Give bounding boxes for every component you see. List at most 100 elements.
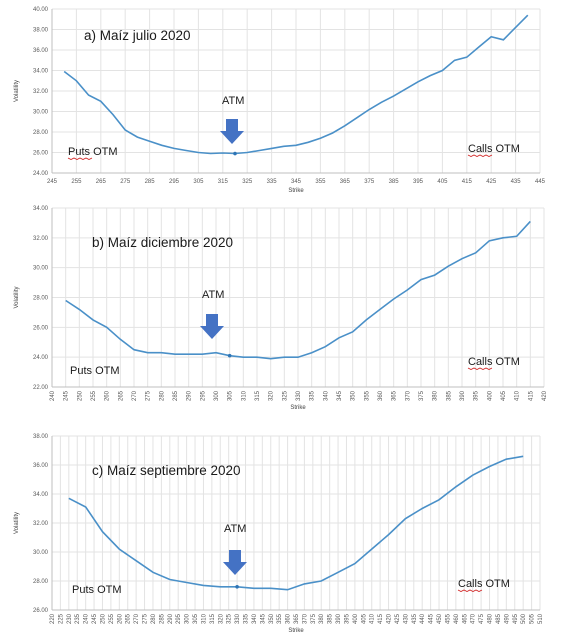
x-tick-label: 405 [501,390,507,401]
y-tick-label: 36.00 [33,463,49,469]
x-tick-label: 235 [75,613,81,624]
x-tick-label: 465 [462,613,468,624]
x-tick-label: 265 [126,613,132,624]
y-tick-label: 32.00 [33,236,49,242]
x-tick-label: 315 [210,613,216,624]
x-tick-label: 510 [538,613,544,624]
y-tick-label: 32.00 [33,521,49,527]
x-tick-label: 265 [118,390,124,401]
x-tick-label: 400 [487,390,493,401]
x-tick-label: 415 [528,390,534,401]
x-tick-label: 390 [336,613,342,624]
x-tick-label: 250 [77,390,83,401]
x-tick-label: 280 [159,390,165,401]
spellcheck-underline [457,589,483,592]
x-tick-label: 440 [420,613,426,624]
x-tick-label: 370 [302,613,308,624]
x-tick-label: 460 [454,613,460,624]
x-tick-label: 310 [241,390,247,401]
panel-title: a) Maíz julio 2020 [84,28,191,43]
puts-otm-label: Puts OTM [68,146,118,158]
x-tick-label: 315 [218,179,229,185]
x-tick-label: 260 [117,613,123,624]
x-tick-label: 355 [364,390,370,401]
x-tick-label: 220 [50,613,56,624]
y-tick-label: 34.00 [33,69,49,75]
y-tick-label: 28.00 [33,579,49,585]
x-tick-label: 335 [310,390,316,401]
atm-label: ATM [222,95,244,107]
x-tick-label: 495 [513,613,519,624]
x-tick-label: 285 [145,179,156,185]
x-tick-label: 400 [353,613,359,624]
volatility-series-line [65,220,531,360]
x-tick-label: 320 [218,613,224,624]
x-tick-label: 300 [214,390,220,401]
puts-otm-label: Puts OTM [72,584,122,596]
y-tick-label: 36.00 [33,48,49,54]
y-tick-label: 34.00 [33,492,49,498]
x-tick-label: 260 [105,390,111,401]
x-tick-label: 285 [173,390,179,401]
x-tick-label: 375 [419,390,425,401]
x-tick-label: 380 [319,613,325,624]
atm-label: ATM [202,289,224,301]
x-tick-label: 325 [282,390,288,401]
y-tick-label: 38.00 [33,28,49,34]
x-tick-label: 355 [315,179,326,185]
y-tick-label: 38.00 [33,434,49,440]
x-tick-label: 340 [323,390,329,401]
chart-panel-c: 220 225 230 235 240 245 250 255 260 265 270 275 280 2… [0,425,584,640]
y-axis-label: Volatility [14,80,20,102]
x-tick-label: 225 [58,613,64,624]
x-tick-label: 295 [176,613,182,624]
x-tick-label: 335 [244,613,250,624]
x-axis-label: Strike [288,628,304,634]
x-tick-label: 455 [445,613,451,624]
x-tick-label: 450 [437,613,443,624]
x-tick-label: 415 [462,179,473,185]
y-tick-label: 26.00 [33,151,49,157]
spellcheck-underline [467,367,493,370]
x-tick-label: 310 [201,613,207,624]
spellcheck-underline [67,157,93,160]
x-tick-label: 330 [296,390,302,401]
x-tick-label: 335 [267,179,278,185]
x-tick-label: 505 [530,613,536,624]
x-tick-label: 350 [269,613,275,624]
x-tick-label: 410 [515,390,521,401]
x-tick-label: 425 [395,613,401,624]
x-tick-label: 295 [169,179,180,185]
x-tick-label: 385 [446,390,452,401]
puts-otm-label: Puts OTM [70,365,120,377]
x-tick-label: 445 [535,179,546,185]
y-tick-label: 22.00 [33,385,49,391]
x-tick-label: 340 [252,613,258,624]
panel-title: c) Maíz septiembre 2020 [92,463,241,478]
x-tick-label: 270 [134,613,140,624]
x-tick-label: 275 [143,613,149,624]
x-tick-label: 240 [84,613,90,624]
x-tick-label: 320 [269,390,275,401]
x-axis-label: Strike [290,405,306,411]
x-tick-label: 325 [242,179,253,185]
y-tick-label: 30.00 [33,550,49,556]
x-tick-label: 330 [235,613,241,624]
chart-svg-c: 220 225 230 235 240 245 250 255 260 265 270 275 280 2… [14,434,544,634]
x-tick-label: 360 [378,390,384,401]
x-tick-label: 365 [294,613,300,624]
x-tick-label: 485 [496,613,502,624]
x-tick-label: 475 [479,613,485,624]
x-tick-label: 325 [227,613,233,624]
x-tick-label: 395 [413,179,424,185]
y-tick-label: 34.00 [33,206,49,212]
x-tick-label: 445 [429,613,435,624]
x-tick-label: 245 [92,613,98,624]
atm-arrow-icon [220,119,244,144]
atm-point [233,151,237,156]
panel-title: b) Maíz diciembre 2020 [92,235,233,250]
spellcheck-underline [467,154,493,157]
x-tick-label: 490 [504,613,510,624]
x-axis-label: Strike [288,188,304,194]
x-tick-label: 405 [437,179,448,185]
